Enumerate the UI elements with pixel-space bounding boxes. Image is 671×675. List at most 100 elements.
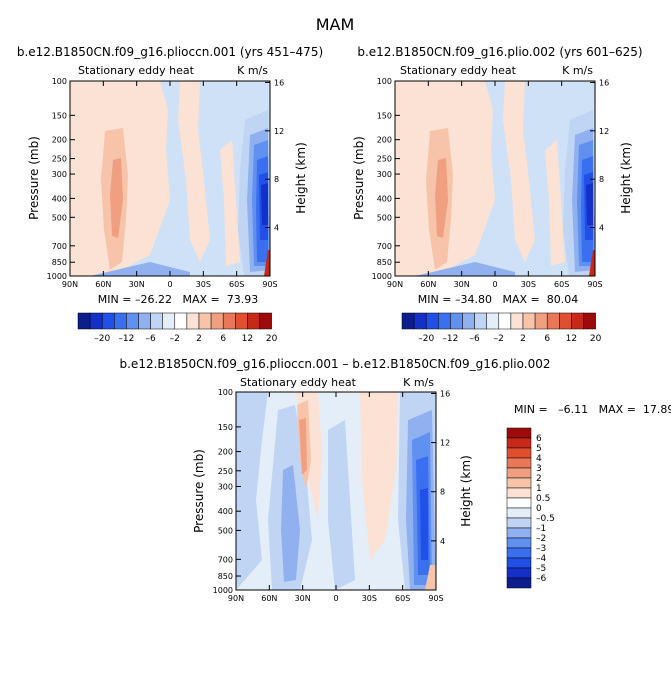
x-tick-label: 60N — [95, 280, 111, 289]
colorbar-box — [571, 312, 584, 330]
colorbar-label: –5 — [536, 564, 546, 574]
colorbar-box — [506, 427, 532, 439]
colorbar-label: 2 — [520, 334, 526, 344]
y2-tick-label: 4 — [440, 537, 445, 546]
min-max-stats: MIN = –26.22 MAX = 73.93 — [98, 293, 258, 306]
x-tick-label: 90N — [387, 280, 403, 289]
colorbar-box — [174, 312, 188, 330]
x-tick-label: 30N — [454, 280, 470, 289]
y2-tick-label: 4 — [274, 224, 279, 233]
plot-field — [395, 81, 595, 276]
y-tick-label: 400 — [218, 507, 233, 516]
colorbar-label: –6 — [145, 334, 156, 344]
colorbar-box — [210, 312, 224, 330]
y-tick-label: 400 — [52, 194, 67, 203]
x-tick-label: 60S — [229, 280, 244, 289]
plot-field — [236, 392, 436, 590]
colorbar-box — [583, 312, 596, 330]
y2-tick-label: 12 — [599, 127, 609, 136]
colorbar-label: 20 — [590, 334, 602, 344]
colorbar-label: 1 — [536, 484, 542, 494]
colorbar-box — [438, 312, 451, 330]
positive-region — [178, 81, 210, 262]
colorbar-label: 12 — [242, 334, 253, 344]
y-tick-label: 150 — [218, 423, 233, 432]
y-axis-label: Pressure (mb) — [192, 449, 206, 533]
colorbar-label: 4 — [536, 454, 542, 464]
surface-negative — [415, 262, 515, 276]
y2-tick-label: 4 — [599, 224, 604, 233]
colorbar-box — [150, 312, 163, 330]
negative-region — [236, 392, 268, 590]
y-tick-label: 100 — [218, 388, 233, 397]
surface-negative — [90, 262, 190, 276]
y-tick-label: 700 — [218, 555, 233, 564]
y2-axis-label: Height (km) — [619, 142, 633, 213]
colorbar-label: 5 — [536, 444, 542, 454]
colorbar-box — [486, 312, 500, 330]
negative-core — [586, 183, 593, 225]
colorbar-top-left: –20 –12 –6 –2 2 6 12 20 — [77, 312, 278, 344]
colorbar-box — [126, 312, 139, 330]
negative-core — [420, 488, 428, 560]
colorbar-label: –0.5 — [536, 514, 555, 524]
axes: 90N 60N 30N 0 30S 60S 90S 100 150 200 250 300 400 500… — [47, 77, 285, 289]
colorbar-label: –6 — [469, 334, 480, 344]
surface-positive — [264, 250, 270, 276]
x-tick-label: 30N — [129, 280, 145, 289]
y2-axis-label: Height (km) — [294, 142, 308, 213]
y-tick-label: 200 — [218, 448, 233, 457]
colorbar-box — [450, 312, 463, 330]
colorbar-label: –20 — [418, 334, 434, 344]
colorbar-box — [186, 312, 200, 330]
surface-positive — [589, 250, 595, 276]
colorbar-label: 12 — [566, 334, 577, 344]
colorbar-box — [522, 312, 536, 330]
colorbar-label: –4 — [536, 554, 547, 564]
x-tick-label: 0 — [333, 594, 338, 603]
y-tick-label: 200 — [52, 136, 67, 145]
colorbar-box — [114, 312, 127, 330]
axes: 90N 60N 30N 0 30S 60S 90S 100 150 200 250 300 400 500… — [213, 388, 451, 603]
x-tick-label: 0 — [167, 280, 172, 289]
colorbar-box — [506, 497, 532, 509]
panel-title: b.e12.B1850CN.f09_g16.plio.002 (yrs 601–… — [357, 45, 642, 59]
panel-left-label: Stationary eddy heat — [78, 64, 195, 77]
y-tick-label: 300 — [377, 170, 392, 179]
y-tick-label: 100 — [377, 77, 392, 86]
x-tick-label: 30N — [295, 594, 311, 603]
colorbar-label: 2 — [536, 474, 542, 484]
y-tick-label: 300 — [218, 482, 233, 491]
x-tick-label: 30S — [196, 280, 211, 289]
positive-band-core — [299, 418, 307, 475]
x-tick-label: 90S — [428, 594, 443, 603]
surface-positive — [425, 565, 436, 590]
colorbar-top-right: –20 –12 –6 –2 2 6 12 20 — [401, 312, 602, 344]
y-tick-label: 700 — [52, 242, 67, 251]
y-axis-label: Pressure (mb) — [352, 136, 366, 220]
colorbar-box — [222, 312, 236, 330]
colorbar-box — [546, 312, 560, 330]
colorbar-box — [247, 312, 260, 330]
positive-region — [360, 392, 398, 560]
colorbar-box — [506, 487, 532, 499]
colorbar-box — [506, 547, 532, 559]
y-tick-label: 150 — [52, 111, 67, 120]
x-tick-label: 60N — [261, 594, 277, 603]
panel-units-label: K m/s — [237, 64, 268, 77]
colorbar-box — [506, 517, 532, 529]
positive-band-core — [110, 158, 123, 238]
panel-left-label: Stationary eddy heat — [240, 376, 357, 389]
x-tick-label: 30S — [362, 594, 377, 603]
colorbar-label: –2 — [494, 334, 504, 344]
y2-tick-label: 16 — [599, 78, 609, 87]
colorbar-label: 3 — [536, 464, 542, 474]
colorbar-box — [101, 312, 115, 330]
y2-tick-label: 12 — [440, 439, 450, 448]
colorbar-box — [498, 312, 512, 330]
y2-tick-label: 16 — [274, 78, 284, 87]
colorbar-box — [162, 312, 176, 330]
panel-units-label: K m/s — [403, 376, 434, 389]
colorbar-box — [506, 557, 532, 569]
